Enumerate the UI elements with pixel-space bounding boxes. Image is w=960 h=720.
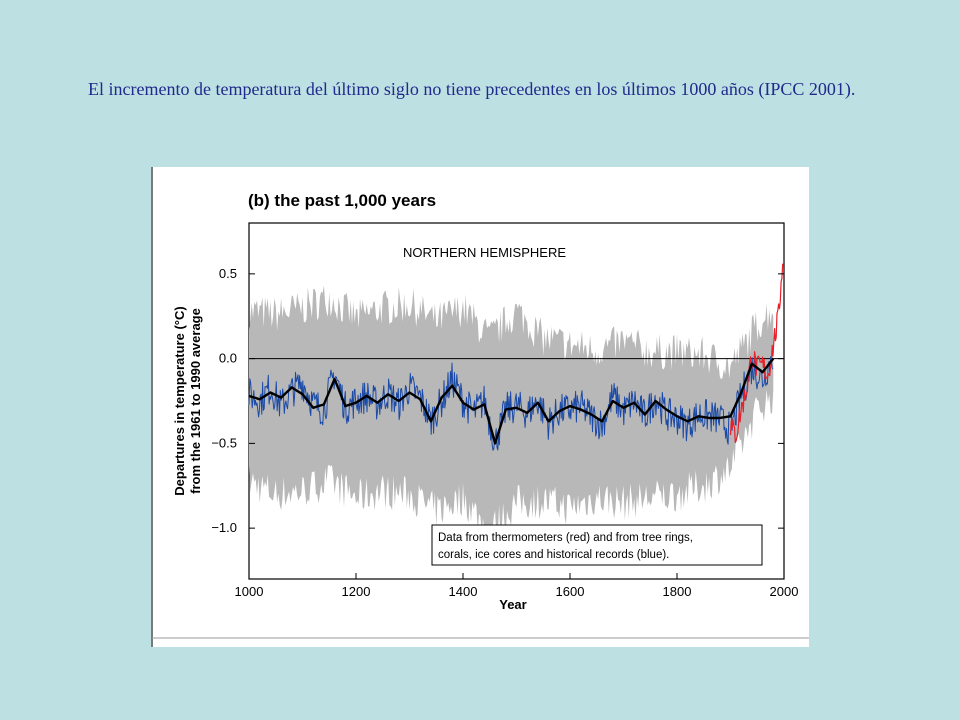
- x-tick-label: 1600: [556, 584, 585, 599]
- legend-line-2: corals, ice cores and historical records…: [438, 549, 669, 561]
- chart-figure: (b) the past 1,000 years NORTHERN HEMISP…: [151, 167, 809, 647]
- chart-title: (b) the past 1,000 years: [248, 191, 436, 210]
- y-axis-ticks: 0.5 0.0 −0.5 −1.0: [211, 266, 784, 535]
- chart-subtitle: NORTHERN HEMISPHERE: [403, 245, 566, 260]
- legend-box: Data from thermometers (red) and from tr…: [431, 524, 763, 566]
- uncertainty-band-layer: [249, 285, 774, 547]
- x-tick-label: 1800: [663, 584, 692, 599]
- uncertainty-band: [249, 285, 774, 547]
- series-layer: [248, 263, 784, 451]
- x-axis-ticks: 1000 1200 1400 1600 1800 2000: [235, 573, 799, 599]
- y-axis-label-line-2: from the 1961 to 1990 average: [188, 308, 203, 494]
- y-axis-label-line-1: Departures in temperature (°C): [172, 306, 187, 495]
- temperature-chart: (b) the past 1,000 years NORTHERN HEMISP…: [151, 167, 809, 647]
- slide-caption: El incremento de temperatura del último …: [88, 79, 856, 99]
- y-tick-label: 0.5: [219, 266, 237, 281]
- y-tick-label: 0.0: [219, 351, 237, 366]
- y-tick-label: −1.0: [211, 520, 237, 535]
- x-axis-label: Year: [499, 597, 526, 612]
- smoothed-record-line: [248, 357, 775, 445]
- legend-frame: [431, 524, 763, 566]
- x-tick-label: 2000: [770, 584, 799, 599]
- x-tick-label: 1400: [449, 584, 478, 599]
- x-tick-label: 1200: [342, 584, 371, 599]
- y-tick-label: −0.5: [211, 435, 237, 450]
- y-axis-label: Departures in temperature (°C) from the …: [172, 306, 203, 495]
- legend-line-1: Data from thermometers (red) and from tr…: [438, 532, 693, 544]
- x-tick-label: 1000: [235, 584, 264, 599]
